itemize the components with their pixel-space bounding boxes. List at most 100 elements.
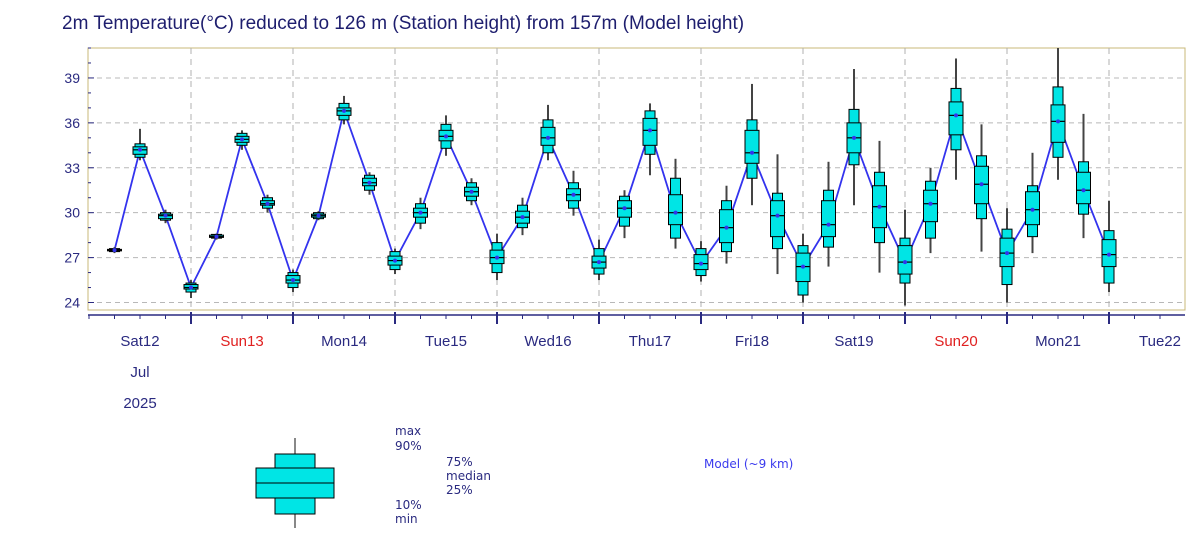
legend-p90-label: 90% xyxy=(395,439,422,453)
median-point xyxy=(903,260,907,265)
day-label: Sat12 xyxy=(120,333,159,350)
median-point xyxy=(1107,252,1111,257)
box-glyph xyxy=(183,280,199,299)
median-point xyxy=(877,204,882,209)
box-glyph xyxy=(107,247,122,254)
day-label: Mon14 xyxy=(321,333,367,350)
box-glyph xyxy=(999,208,1015,303)
median-point xyxy=(418,210,423,215)
y-tick-label: 36 xyxy=(64,115,80,131)
median-point xyxy=(775,213,780,218)
median-point xyxy=(291,278,295,283)
box-25-75 xyxy=(770,200,785,238)
box-glyph xyxy=(974,124,989,252)
median-point xyxy=(979,182,984,187)
y-tick-label: 39 xyxy=(64,70,80,86)
y-tick-label: 30 xyxy=(64,205,80,221)
box-glyph xyxy=(285,269,301,293)
box-glyph xyxy=(693,241,709,282)
box-glyph xyxy=(158,209,173,224)
day-label: Wed16 xyxy=(524,333,571,350)
median-point xyxy=(240,137,244,142)
median-point xyxy=(367,180,372,185)
box-glyph xyxy=(770,154,785,275)
day-label: Sun13 xyxy=(220,333,263,350)
box-glyph xyxy=(336,95,352,125)
box-glyph xyxy=(821,161,836,267)
median-point xyxy=(316,213,321,218)
median-point xyxy=(826,222,831,227)
box-glyph xyxy=(923,167,938,254)
median-point xyxy=(622,206,627,211)
day-label: Sat19 xyxy=(834,333,873,350)
box-glyph xyxy=(795,233,811,303)
median-point xyxy=(1056,119,1060,124)
box-glyph xyxy=(464,178,479,206)
median-line xyxy=(113,107,1110,290)
legend-p75-label: 75% xyxy=(446,455,473,469)
median-point xyxy=(750,150,754,155)
box-glyph xyxy=(566,170,581,216)
box-25-75 xyxy=(821,200,836,238)
median-point xyxy=(1030,207,1035,212)
legend-p10-label: 10% xyxy=(395,498,422,512)
median-point xyxy=(597,260,601,265)
box-glyph xyxy=(515,197,530,236)
box-glyph xyxy=(362,172,377,195)
median-point xyxy=(112,248,117,253)
legend-series-label: Model (~9 km) xyxy=(704,457,793,471)
median-point xyxy=(699,261,703,266)
x-sublabel: Jul xyxy=(130,364,149,381)
median-point xyxy=(444,134,448,139)
box-glyph xyxy=(1050,48,1066,180)
median-point xyxy=(520,215,525,220)
legend-p25-label: 25% xyxy=(446,483,473,497)
y-tick-label: 27 xyxy=(64,250,80,266)
legend-min-label: min xyxy=(395,512,418,526)
day-label: Sun20 xyxy=(934,333,977,350)
chart-title: 2m Temperature(°C) reduced to 126 m (Sta… xyxy=(62,13,745,34)
median-point xyxy=(138,147,142,152)
box-glyph xyxy=(540,104,556,161)
box-glyph xyxy=(234,130,250,150)
box-25-75 xyxy=(1076,171,1091,205)
box-glyph xyxy=(642,103,658,176)
box-glyph xyxy=(872,140,887,273)
median-point xyxy=(724,225,729,230)
day-label: Tue22 xyxy=(1139,333,1181,350)
median-point xyxy=(928,201,933,206)
box-glyph xyxy=(668,158,683,249)
box-glyph xyxy=(438,115,454,156)
median-point xyxy=(954,113,958,118)
legend-max-label: max xyxy=(395,424,421,438)
median-point xyxy=(189,285,193,290)
median-point xyxy=(342,108,346,113)
box-25-75 xyxy=(897,245,913,275)
median-point xyxy=(801,264,805,269)
box-glyph xyxy=(489,233,505,281)
median-point xyxy=(852,135,856,140)
y-tick-label: 24 xyxy=(64,295,80,311)
median-point xyxy=(1005,251,1009,256)
median-point xyxy=(265,201,270,206)
median-point xyxy=(214,234,219,239)
median-point xyxy=(673,210,678,215)
box-glyph xyxy=(744,83,760,206)
box-glyph xyxy=(413,197,428,230)
legend-median-label: median xyxy=(446,469,491,483)
x-sublabel: 2025 xyxy=(123,395,156,412)
median-point xyxy=(571,192,576,197)
median-point xyxy=(648,128,652,133)
box-glyph xyxy=(1076,113,1091,239)
median-point xyxy=(495,255,499,260)
box-glyph xyxy=(897,209,913,306)
day-label: Thu17 xyxy=(629,333,672,350)
y-tick-label: 33 xyxy=(64,160,80,176)
box-glyph xyxy=(209,233,224,240)
median-point xyxy=(469,189,474,194)
box-glyph xyxy=(617,190,632,239)
median-point xyxy=(393,258,397,263)
box-25-75 xyxy=(923,189,938,223)
box-glyph xyxy=(311,211,326,221)
